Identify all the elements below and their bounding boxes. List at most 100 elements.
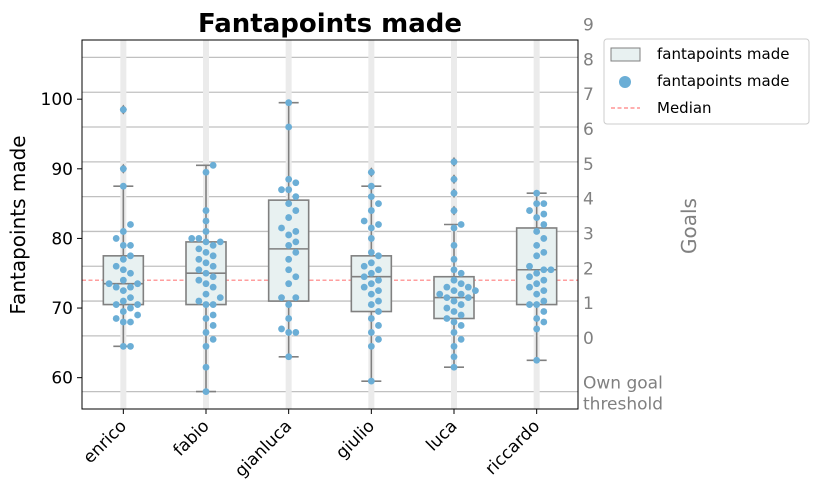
data-point <box>450 241 458 249</box>
data-point <box>292 248 300 256</box>
data-point <box>285 123 293 131</box>
data-point <box>127 269 134 277</box>
goal-tick-label: 8 <box>583 50 594 70</box>
data-point <box>526 301 533 308</box>
data-point <box>450 158 458 166</box>
data-point <box>540 276 548 284</box>
data-point <box>202 168 210 176</box>
data-point <box>367 168 375 176</box>
goal-tick-label: Own goal <box>583 374 663 394</box>
goal-tick-label: 2 <box>583 259 594 279</box>
data-point <box>526 283 533 291</box>
data-point <box>278 186 285 194</box>
x-axis: enrico fabio gianluca giulio luca riccardo <box>79 409 544 481</box>
data-point <box>195 266 203 274</box>
legend-label: Median <box>657 99 712 117</box>
data-point <box>367 301 375 308</box>
goal-tick-label: 9 <box>583 16 594 36</box>
data-point <box>195 276 203 284</box>
data-point <box>540 297 548 305</box>
data-point <box>278 294 285 302</box>
data-point <box>202 301 210 308</box>
data-point <box>202 342 210 350</box>
data-point <box>533 214 541 221</box>
data-point <box>540 248 548 256</box>
data-point <box>533 269 541 277</box>
data-point <box>450 308 458 315</box>
data-point <box>202 207 210 214</box>
goal-tick-label: threshold <box>583 395 663 415</box>
data-point <box>360 273 368 281</box>
data-point <box>127 342 134 350</box>
data-point <box>292 228 300 235</box>
point-layer <box>105 99 555 395</box>
data-point <box>202 388 210 395</box>
data-point <box>119 308 127 315</box>
data-point <box>119 318 127 326</box>
data-point <box>450 297 458 305</box>
data-point <box>112 262 120 270</box>
data-point <box>202 248 210 256</box>
plot-frame <box>81 39 579 410</box>
data-point <box>540 200 548 208</box>
data-point <box>209 161 217 169</box>
data-point <box>367 377 375 385</box>
data-point <box>526 207 533 214</box>
data-point <box>105 280 113 288</box>
data-point <box>450 266 458 274</box>
data-point <box>278 325 285 333</box>
data-point <box>457 322 465 329</box>
data-point <box>375 200 382 208</box>
data-point <box>360 217 368 225</box>
data-point <box>457 290 465 298</box>
data-point <box>540 318 548 326</box>
goal-tick-label: 4 <box>583 190 594 210</box>
legend-label: fantapoints made <box>657 45 789 63</box>
y-tick-label: 70 <box>51 299 73 319</box>
data-point <box>533 252 541 260</box>
data-point <box>285 175 293 183</box>
data-point <box>450 363 458 371</box>
data-point <box>533 228 541 235</box>
data-point <box>292 329 300 336</box>
data-point <box>457 301 465 308</box>
data-point <box>540 235 548 242</box>
goal-tick-label: 5 <box>583 155 594 175</box>
data-point <box>367 224 375 232</box>
data-point <box>375 297 382 305</box>
data-point <box>202 280 210 288</box>
x-tick-label: riccardo <box>481 416 544 479</box>
data-point <box>202 269 210 277</box>
data-point <box>202 363 210 371</box>
x-tick-label: fabio <box>169 416 213 460</box>
data-point <box>367 207 375 214</box>
data-point <box>540 221 548 228</box>
data-point <box>360 262 368 270</box>
data-point <box>450 287 458 295</box>
data-point <box>285 301 293 308</box>
data-point <box>457 311 465 319</box>
data-point <box>127 304 134 312</box>
y-tick-label: 60 <box>51 369 73 389</box>
data-point <box>533 241 541 249</box>
x-tick-label: giulio <box>332 416 379 463</box>
data-point <box>450 255 458 263</box>
data-point <box>209 283 217 291</box>
data-point <box>367 193 375 201</box>
data-point <box>202 315 210 322</box>
data-point <box>127 252 134 260</box>
data-point <box>292 294 300 302</box>
data-point <box>202 329 210 336</box>
data-point <box>216 294 224 302</box>
data-point <box>119 241 127 249</box>
data-point <box>285 99 293 107</box>
data-point <box>450 353 458 361</box>
data-point <box>450 276 458 284</box>
data-point <box>119 287 127 295</box>
data-point <box>119 165 127 173</box>
data-point <box>285 200 293 208</box>
data-point <box>119 297 127 305</box>
data-point <box>375 322 382 329</box>
data-point <box>112 283 120 291</box>
